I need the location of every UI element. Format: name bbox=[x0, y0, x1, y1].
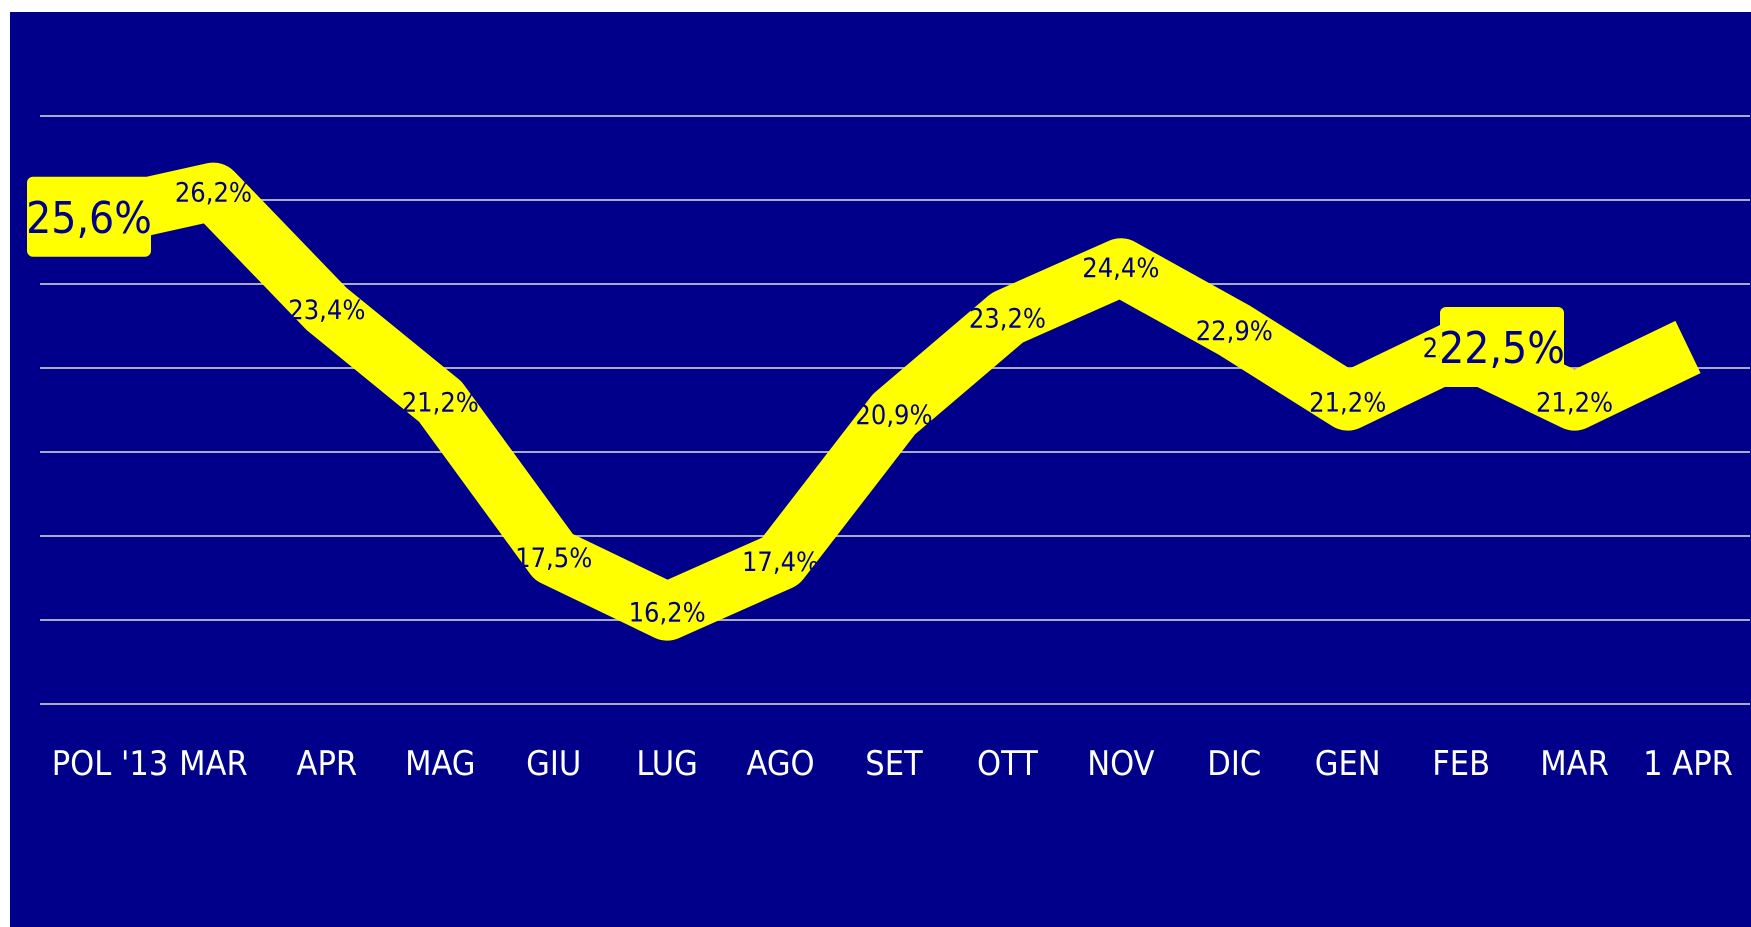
x-tick-label: OTT bbox=[977, 744, 1038, 784]
x-tick-label: LUG bbox=[636, 744, 697, 784]
line-chart: 25,6% 26,2% 23,4% 21,2% 17,5% 16,2% 17,4% 20,9%… bbox=[26, 115, 1750, 784]
data-label: 16,2% bbox=[629, 598, 706, 629]
data-label: 21,2% bbox=[402, 388, 479, 419]
series-line-path bbox=[93, 162, 1701, 641]
end-label-box bbox=[27, 176, 151, 257]
data-label: 25,6% bbox=[26, 193, 152, 244]
x-tick-label: GIU bbox=[526, 744, 581, 784]
data-label: 23,2% bbox=[969, 304, 1046, 335]
data-label: 24,4% bbox=[1082, 253, 1159, 284]
x-tick-label: NOV bbox=[1087, 744, 1154, 784]
chart-panel: 25,6% 26,2% 23,4% 21,2% 17,5% 16,2% 17,4% 20,9%… bbox=[10, 12, 1751, 927]
data-label: 21,2% bbox=[1309, 388, 1386, 419]
series-line bbox=[93, 162, 1701, 641]
x-tick-label: MAR bbox=[1540, 744, 1609, 784]
x-tick-label: DIC bbox=[1207, 744, 1261, 784]
x-tick-label: APR bbox=[297, 744, 358, 784]
end-label-box bbox=[1440, 307, 1564, 387]
x-tick-label: MAG bbox=[405, 744, 475, 784]
data-label: 17,4% bbox=[742, 547, 819, 578]
data-label: 22,5% bbox=[1439, 323, 1565, 374]
data-labels: 25,6% 26,2% 23,4% 21,2% 17,5% 16,2% 17,4% 20,9%… bbox=[26, 176, 1613, 629]
x-tick-label: MAR bbox=[179, 744, 248, 784]
data-label: 21,2% bbox=[1536, 388, 1613, 419]
x-axis-ticks: POL '13 MAR APR MAG GIU LUG AGO SET OTT NOV DIC GEN… bbox=[52, 744, 1733, 784]
x-tick-label: POL '13 bbox=[52, 744, 169, 784]
data-label: 22,9% bbox=[1196, 316, 1273, 347]
data-label: 17,5% bbox=[515, 543, 592, 574]
x-tick-label: FEB bbox=[1432, 744, 1490, 784]
x-tick-label: SET bbox=[865, 744, 923, 784]
x-tick-label: GEN bbox=[1315, 744, 1381, 784]
data-label: 20,9% bbox=[855, 400, 932, 431]
x-tick-label: 1 APR bbox=[1643, 744, 1733, 784]
x-tick-label: AGO bbox=[747, 744, 815, 784]
data-label: 26,2% bbox=[175, 178, 252, 209]
data-label: 23,4% bbox=[288, 295, 365, 326]
